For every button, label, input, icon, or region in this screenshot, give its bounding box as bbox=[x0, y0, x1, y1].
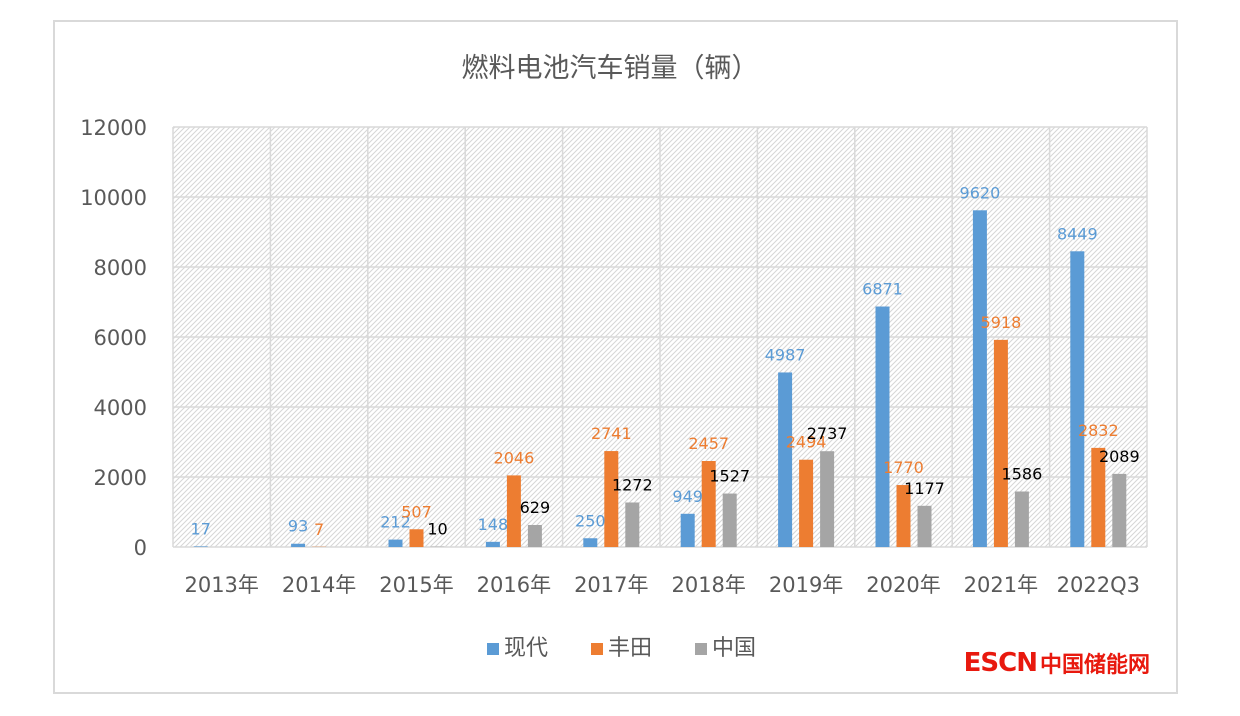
data-label: 7 bbox=[314, 520, 324, 539]
data-label: 6871 bbox=[862, 280, 903, 299]
bar bbox=[1070, 251, 1085, 547]
x-tick-label: 2018年 bbox=[671, 573, 745, 597]
bar bbox=[972, 210, 987, 548]
data-label: 4987 bbox=[765, 345, 806, 364]
legend-swatch bbox=[695, 643, 707, 655]
bar-chart: 燃料电池汽车销量（辆） 020004000600080001000012000 … bbox=[80, 53, 1148, 661]
legend-label: 中国 bbox=[712, 636, 756, 661]
x-tick-label: 2016年 bbox=[477, 573, 551, 597]
legend-swatch bbox=[591, 643, 603, 655]
data-label: 2457 bbox=[688, 434, 729, 453]
data-label: 10 bbox=[427, 520, 447, 539]
bar-series bbox=[193, 210, 1127, 548]
data-label: 2737 bbox=[807, 424, 848, 443]
bar bbox=[680, 513, 695, 547]
chart-frame: 燃料电池汽车销量（辆） 0 2000 4000 6000 8000 10000 12000 … bbox=[53, 20, 1178, 694]
bar bbox=[722, 493, 737, 547]
bar bbox=[625, 502, 640, 547]
bar bbox=[193, 546, 208, 547]
bar bbox=[896, 485, 911, 547]
y-tick-label: 12000 bbox=[80, 116, 147, 140]
data-label: 949 bbox=[672, 487, 703, 506]
x-tick-label: 2017年 bbox=[574, 573, 648, 597]
watermark-cjk-text: 中国储能网 bbox=[1039, 653, 1150, 678]
data-label: 93 bbox=[288, 517, 308, 536]
x-tick-label: 2019年 bbox=[769, 573, 843, 597]
x-tick-label: 2015年 bbox=[379, 573, 453, 597]
data-label: 5918 bbox=[981, 313, 1022, 332]
x-tick-label: 2013年 bbox=[184, 573, 258, 597]
escn-watermark-logo: ESCN 中国储能网 bbox=[964, 648, 1150, 678]
bar bbox=[388, 539, 403, 547]
bar bbox=[485, 541, 500, 547]
y-axis-tick-labels: 0 2000 4000 6000 8000 10000 12000 bbox=[80, 116, 147, 560]
x-tick-label: 2020年 bbox=[866, 573, 940, 597]
bar bbox=[291, 543, 306, 547]
y-tick-label: 0 bbox=[134, 536, 147, 560]
chart-title: 燃料电池汽车销量（辆） bbox=[462, 53, 759, 84]
data-label: 1770 bbox=[883, 458, 924, 477]
data-label: 2494 bbox=[786, 433, 827, 452]
legend-label: 现代 bbox=[504, 636, 548, 661]
data-label: 1272 bbox=[612, 475, 653, 494]
y-tick-label: 4000 bbox=[94, 396, 147, 420]
data-label: 9620 bbox=[960, 183, 1001, 202]
bar bbox=[993, 339, 1008, 547]
bar bbox=[820, 451, 835, 547]
gridlines bbox=[172, 126, 1148, 548]
data-label: 17 bbox=[191, 519, 211, 538]
data-label: 1586 bbox=[1002, 464, 1043, 483]
data-label: 8449 bbox=[1057, 224, 1098, 243]
data-label: 507 bbox=[401, 502, 432, 521]
data-label: 629 bbox=[520, 498, 551, 517]
data-label: 1177 bbox=[904, 479, 945, 498]
x-tick-label: 2022Q3 bbox=[1057, 573, 1140, 597]
legend-label: 丰田 bbox=[608, 636, 652, 661]
bar bbox=[583, 538, 598, 547]
x-tick-label: 2014年 bbox=[282, 573, 356, 597]
data-label: 212 bbox=[380, 513, 411, 532]
data-label: 2832 bbox=[1078, 421, 1119, 440]
bar bbox=[778, 372, 793, 547]
y-tick-label: 10000 bbox=[80, 186, 147, 210]
bar bbox=[506, 475, 521, 547]
data-label: 1527 bbox=[709, 467, 750, 486]
data-label: 250 bbox=[575, 511, 606, 530]
legend-swatch bbox=[487, 643, 499, 655]
data-label: 2089 bbox=[1099, 447, 1140, 466]
bar bbox=[799, 459, 814, 547]
bar bbox=[875, 306, 890, 547]
data-label: 2741 bbox=[591, 424, 632, 443]
bar bbox=[604, 451, 619, 547]
legend: 现代 丰田 中国 bbox=[487, 636, 756, 661]
data-label: 2046 bbox=[494, 448, 535, 467]
y-tick-label: 2000 bbox=[94, 466, 147, 490]
bar bbox=[1014, 491, 1029, 547]
y-tick-label: 6000 bbox=[94, 326, 147, 350]
bar bbox=[1112, 473, 1127, 547]
bar bbox=[701, 461, 716, 547]
x-axis-tick-labels: 2013年 2014年 2015年 2016年 2017年 2018年 2019年 2020年… bbox=[184, 573, 1139, 597]
bar bbox=[409, 529, 424, 547]
watermark-latin-text: ESCN bbox=[963, 648, 1038, 678]
bar bbox=[1091, 447, 1106, 547]
y-tick-label: 8000 bbox=[94, 256, 147, 280]
bar bbox=[917, 505, 932, 547]
x-tick-label: 2021年 bbox=[964, 573, 1038, 597]
bar bbox=[527, 524, 542, 547]
data-label: 148 bbox=[478, 515, 509, 534]
